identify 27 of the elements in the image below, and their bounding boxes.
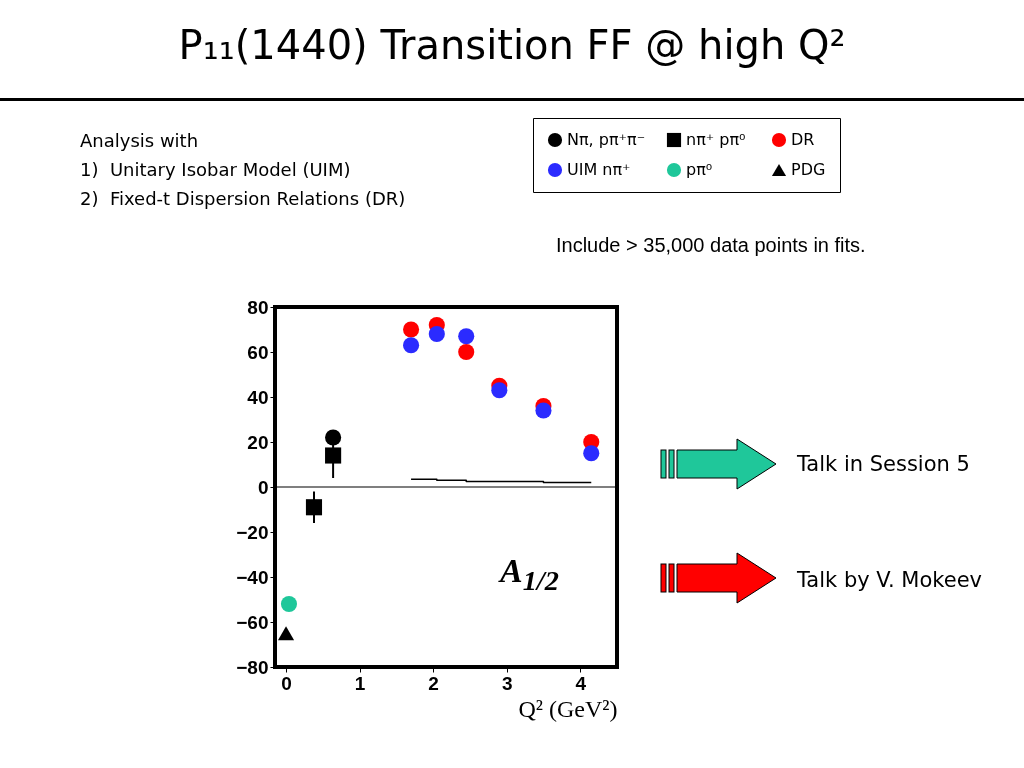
x-axis-title: Q² (GeV²) (518, 695, 618, 722)
text: Analysis with 1) Unitary Isobar Model (UIM) 2) Fixed-t Dispersion Relations (DR) (80, 129, 406, 211)
x-tick-label: 3 (501, 672, 513, 694)
annotation: A$_{1/2}$ (500, 552, 559, 597)
x-tick-label: 0 (281, 672, 292, 694)
text: Include > 35,000 data points in fits. (556, 234, 866, 257)
y-tick-label: 0 (257, 476, 269, 498)
y-tick-label: 80 (247, 296, 269, 318)
legend-label: nπ⁺ pπ⁰ (686, 130, 746, 149)
y-tick-label: −20 (236, 521, 269, 543)
legend-label: PDG (791, 160, 826, 179)
y-tick-label: −60 (236, 611, 269, 633)
legend-label: Nπ, pπ⁺π⁻ (567, 130, 646, 149)
text: Talk by V. Mokeev (797, 568, 982, 592)
x-tick-label: 1 (354, 672, 366, 694)
y-tick-label: 40 (247, 386, 269, 408)
y-tick-label: 60 (247, 341, 269, 363)
x-tick-label: 4 (575, 672, 587, 694)
x-tick-label: 2 (428, 672, 439, 694)
legend-label: UIM nπ⁺ (567, 160, 631, 179)
y-tick-label: −40 (236, 566, 269, 588)
legend-label: pπ⁰ (686, 160, 713, 179)
y-tick-label: 20 (247, 431, 269, 453)
text: Talk in Session 5 (797, 452, 970, 476)
y-tick-label: −80 (236, 656, 269, 678)
legend-label: DR (791, 130, 815, 149)
chart-title: P₁₁(1440) Transition FF @ high Q² (177, 22, 847, 68)
